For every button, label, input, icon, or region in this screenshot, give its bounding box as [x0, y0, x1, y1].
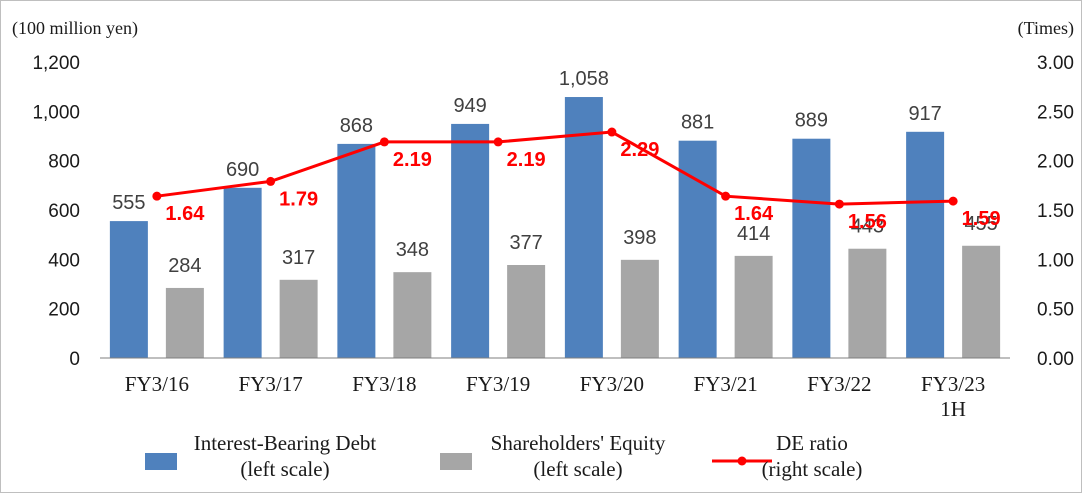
equity-bar-label: 348 — [396, 239, 429, 261]
de-ratio-label: 1.64 — [165, 203, 205, 225]
legend-marker — [737, 456, 747, 466]
category-label: FY3/22 — [807, 372, 871, 396]
equity-bar-label: 414 — [737, 223, 770, 245]
legend-label-scale: (right scale) — [762, 457, 863, 481]
de-ratio-label: 2.19 — [507, 149, 546, 171]
left-axis-tick-label: 0 — [69, 349, 80, 370]
debt-bar-label: 881 — [681, 112, 714, 134]
equity-bar — [279, 279, 318, 358]
category-label: FY3/16 — [125, 372, 189, 396]
right-axis: 0.00 0.50 1.00 1.50 2.00 2.50 3.00 — [1037, 53, 1074, 370]
equity-bar — [165, 287, 204, 358]
equity-bar — [962, 245, 1001, 358]
debt-bar — [337, 143, 376, 358]
legend-swatch — [440, 453, 472, 470]
equity-bar — [393, 272, 432, 358]
debt-bar — [223, 187, 262, 358]
de-ratio-label: 2.29 — [620, 139, 659, 161]
legend-swatch — [145, 453, 177, 470]
right-axis-tick-label: 2.50 — [1037, 102, 1074, 123]
de-ratio-point — [834, 199, 844, 209]
de-ratio-point — [607, 127, 617, 137]
bars: 555 284 690 317 868 348 949 377 1,058 398 881 414 88… — [109, 68, 1001, 358]
debt-bar — [451, 123, 490, 358]
legend-label: Shareholders' Equity — [491, 431, 666, 455]
left-axis-tick-label: 200 — [48, 300, 80, 321]
left-axis-tick-label: 600 — [48, 201, 80, 222]
right-axis-tick-label: 0.50 — [1037, 300, 1074, 321]
legend-label: DE ratio — [776, 431, 848, 455]
left-axis-tick-label: 800 — [48, 152, 80, 173]
equity-bar — [848, 248, 887, 358]
left-axis: 0 200 400 600 800 1,000 1,200 — [32, 53, 80, 370]
debt-bar-label: 889 — [795, 110, 828, 132]
debt-bar-label: 690 — [226, 159, 259, 181]
category-label: FY3/20 — [580, 372, 644, 396]
de-ratio-label: 1.59 — [962, 208, 1001, 230]
equity-bar — [507, 265, 546, 358]
de-ratio-line: 1.64 1.79 2.19 2.19 2.29 1.64 1.56 1.59 — [152, 127, 1001, 233]
equity-bar-label: 377 — [509, 232, 542, 254]
category-label: 1H — [940, 397, 966, 421]
equity-bar — [620, 259, 659, 358]
legend-label-scale: (left scale) — [240, 457, 329, 481]
right-axis-tick-label: 3.00 — [1037, 53, 1074, 74]
de-ratio-label: 2.19 — [393, 149, 432, 171]
equity-bar-label: 398 — [623, 227, 656, 249]
de-ratio-label: 1.79 — [279, 188, 318, 210]
de-ratio-point — [152, 191, 162, 201]
category-label: FY3/19 — [466, 372, 530, 396]
right-axis-tick-label: 0.00 — [1037, 349, 1074, 370]
debt-bar-label: 949 — [453, 95, 486, 117]
legend-label-scale: (left scale) — [533, 457, 622, 481]
right-axis-tick-label: 2.00 — [1037, 152, 1074, 173]
de-ratio-label: 1.64 — [734, 203, 774, 225]
x-axis: FY3/16 FY3/17 FY3/18 FY3/19 FY3/20 FY3/21 FY3/… — [125, 372, 985, 421]
category-label: FY3/23 — [921, 372, 985, 396]
debt-bar-label: 1,058 — [559, 68, 609, 90]
de-ratio-point — [721, 191, 731, 201]
debt-bar-label: 917 — [908, 103, 941, 125]
debt-bar — [792, 138, 831, 358]
de-ratio-point — [379, 137, 389, 147]
left-axis-unit: (100 million yen) — [12, 18, 138, 39]
debt-bar — [906, 131, 945, 358]
de-ratio-point — [266, 176, 276, 186]
de-ratio-point — [493, 137, 503, 147]
equity-bar-label: 284 — [168, 255, 201, 277]
debt-bar — [678, 140, 717, 358]
right-axis-unit: (Times) — [1018, 18, 1074, 39]
debt-bar-label: 868 — [340, 115, 373, 137]
equity-bar-label: 455 — [964, 213, 997, 235]
right-axis-tick-label: 1.50 — [1037, 201, 1074, 222]
equity-bar — [734, 255, 773, 358]
debt-bar — [109, 221, 148, 358]
category-label: FY3/17 — [239, 372, 303, 396]
legend: Interest-Bearing Debt(left scale)Shareho… — [145, 431, 862, 481]
debt-bar-label: 555 — [112, 192, 145, 214]
category-label: FY3/18 — [352, 372, 416, 396]
left-axis-tick-label: 1,200 — [32, 53, 80, 74]
de-ratio-series-line — [156, 130, 954, 206]
debt-bar — [564, 97, 603, 358]
left-axis-tick-label: 400 — [48, 250, 80, 271]
de-ratio-point — [948, 196, 958, 206]
left-axis-tick-label: 1,000 — [32, 102, 80, 123]
equity-bar-label: 443 — [851, 216, 884, 238]
category-label: FY3/21 — [694, 372, 758, 396]
equity-bar-label: 317 — [282, 247, 315, 269]
de-ratio-label: 1.56 — [848, 211, 887, 233]
right-axis-tick-label: 1.00 — [1037, 250, 1074, 271]
legend-label: Interest-Bearing Debt — [194, 431, 377, 455]
